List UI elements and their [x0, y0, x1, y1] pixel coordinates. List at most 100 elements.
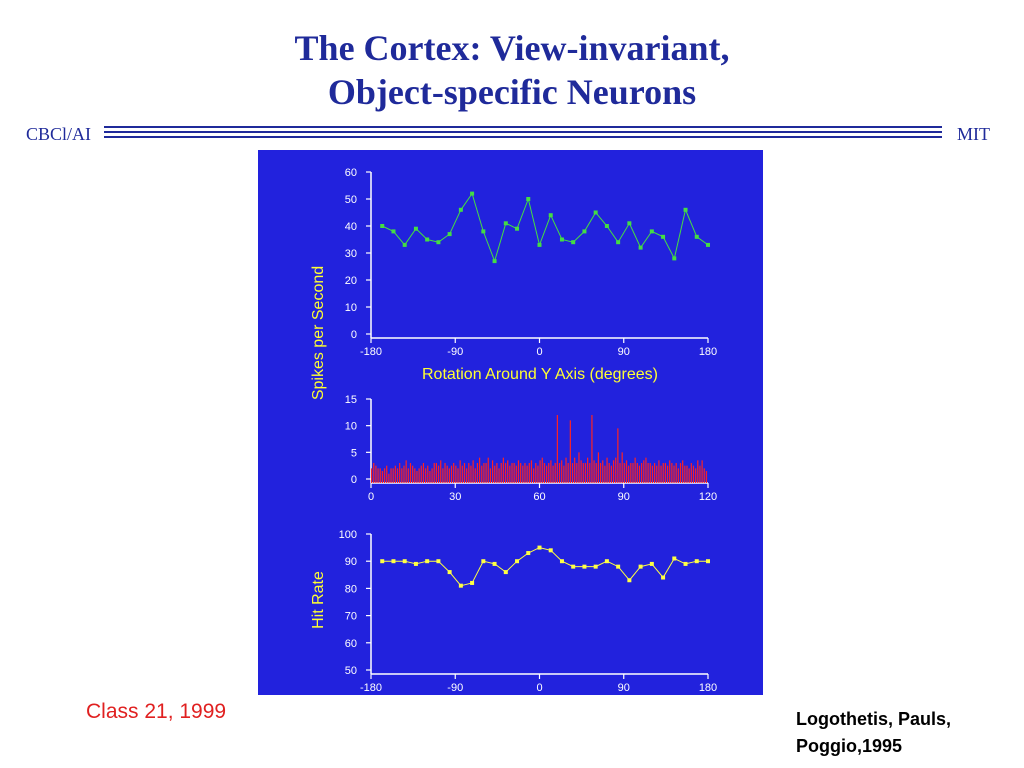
bar — [612, 460, 615, 483]
data-point — [458, 583, 463, 588]
y-tick-label: 50 — [345, 194, 357, 206]
bar — [502, 457, 504, 483]
bar — [483, 463, 485, 483]
x-tick-label: -180 — [360, 346, 382, 358]
bar — [595, 463, 597, 483]
citation: Logothetis, Pauls, Poggio,1995 — [796, 706, 951, 760]
bar — [602, 460, 604, 483]
bar — [429, 471, 431, 483]
y-tick-label: 10 — [345, 421, 357, 433]
bar — [701, 460, 703, 483]
data-point — [661, 234, 666, 239]
bar — [414, 468, 416, 483]
bar — [580, 460, 582, 483]
data-point — [436, 240, 441, 245]
bar — [621, 452, 623, 483]
bar — [651, 465, 654, 483]
bar — [656, 465, 658, 483]
data-point — [413, 561, 418, 566]
bar — [550, 460, 552, 483]
data-point — [402, 559, 407, 564]
data-point — [526, 551, 531, 556]
bar — [625, 460, 628, 483]
bar — [511, 463, 513, 483]
x-tick-label: 180 — [699, 682, 717, 694]
data-point — [515, 559, 520, 564]
bar — [425, 468, 427, 483]
bar — [699, 465, 701, 483]
data-point — [571, 240, 576, 245]
data-point — [683, 561, 688, 566]
bar — [472, 460, 474, 483]
bar — [491, 460, 494, 483]
header-rule — [104, 131, 942, 133]
bar — [381, 471, 383, 483]
data-point — [425, 559, 430, 564]
bar — [485, 463, 487, 483]
bar — [528, 463, 530, 483]
bar — [461, 465, 463, 483]
series-line-2 — [382, 547, 708, 587]
bar — [459, 460, 461, 483]
data-point — [616, 240, 621, 245]
data-point — [694, 559, 699, 564]
bar — [427, 465, 429, 483]
bar — [692, 465, 695, 483]
y-tick-label: 70 — [345, 611, 357, 623]
bar — [457, 468, 459, 483]
bar — [463, 463, 466, 483]
bar — [703, 468, 705, 483]
bar — [647, 463, 649, 483]
bar — [673, 465, 675, 483]
bar — [675, 463, 677, 483]
data-point — [503, 221, 508, 226]
bar — [422, 463, 425, 483]
data-point — [661, 575, 666, 580]
data-point — [638, 564, 643, 569]
bar — [695, 468, 697, 483]
data-point — [380, 559, 385, 564]
bar — [576, 463, 578, 483]
data-point — [627, 221, 632, 226]
bar — [565, 457, 567, 483]
bar — [679, 463, 682, 483]
bar — [597, 452, 600, 483]
bar — [403, 465, 405, 483]
bar — [446, 465, 448, 483]
data-point — [604, 224, 609, 228]
bar — [371, 468, 373, 483]
bar — [377, 468, 379, 483]
bar — [617, 428, 619, 483]
bar — [375, 465, 377, 483]
bar — [591, 415, 593, 483]
data-point — [627, 578, 632, 583]
bar — [541, 457, 543, 483]
x-tick-label: 0 — [536, 346, 542, 358]
bar — [552, 465, 554, 483]
bar — [450, 465, 453, 483]
bar — [394, 465, 396, 483]
bar — [589, 463, 591, 483]
y-axis-title: Hit Rate — [310, 571, 327, 629]
bar — [418, 468, 420, 483]
bar — [405, 460, 407, 483]
bar — [593, 460, 595, 483]
y-tick-label: 60 — [345, 167, 357, 179]
bar — [666, 465, 669, 483]
y-tick-label: 0 — [351, 329, 357, 341]
bar — [632, 463, 634, 483]
bar — [399, 463, 401, 483]
bar — [677, 468, 679, 483]
bar — [653, 463, 656, 483]
bar — [420, 465, 422, 483]
data-point — [548, 213, 553, 218]
bar — [641, 463, 643, 483]
bar — [615, 457, 617, 483]
bar — [543, 463, 546, 483]
bar — [623, 463, 625, 483]
bar — [690, 463, 692, 483]
bar — [524, 463, 526, 483]
citation-line-1: Logothetis, Pauls, — [796, 709, 952, 729]
data-point — [436, 559, 441, 564]
bar — [571, 463, 574, 483]
